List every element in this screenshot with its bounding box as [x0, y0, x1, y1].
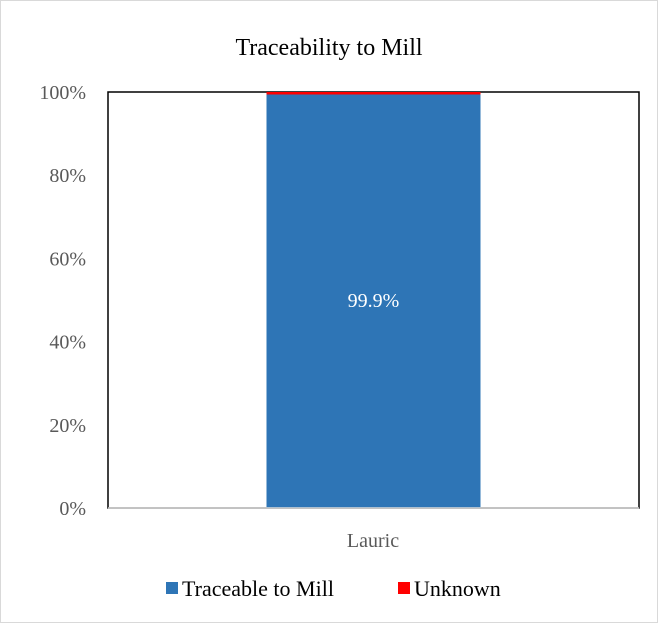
y-axis-ticks: 0% 20% 40% 60% 80% 100% [39, 82, 86, 520]
legend-label-traceable: Traceable to Mill [182, 576, 334, 601]
y-tick-label: 40% [49, 332, 86, 354]
data-label: 99.9% [348, 290, 400, 312]
y-tick-label: 80% [49, 165, 86, 187]
bar-segment-traceable [266, 92, 481, 508]
legend-swatch-traceable [166, 582, 178, 594]
bar-segment-unknown [266, 92, 481, 95]
y-tick-label: 60% [49, 248, 86, 270]
bars: 99.9% [266, 92, 481, 508]
chart-title: Traceability to Mill [235, 35, 422, 61]
y-tick-label: 100% [39, 82, 86, 104]
y-tick-label: 0% [59, 498, 86, 520]
legend-label-unknown: Unknown [414, 576, 501, 601]
y-tick-label: 20% [49, 415, 86, 437]
x-category-label: Lauric [347, 530, 399, 552]
legend-swatch-unknown [398, 582, 410, 594]
